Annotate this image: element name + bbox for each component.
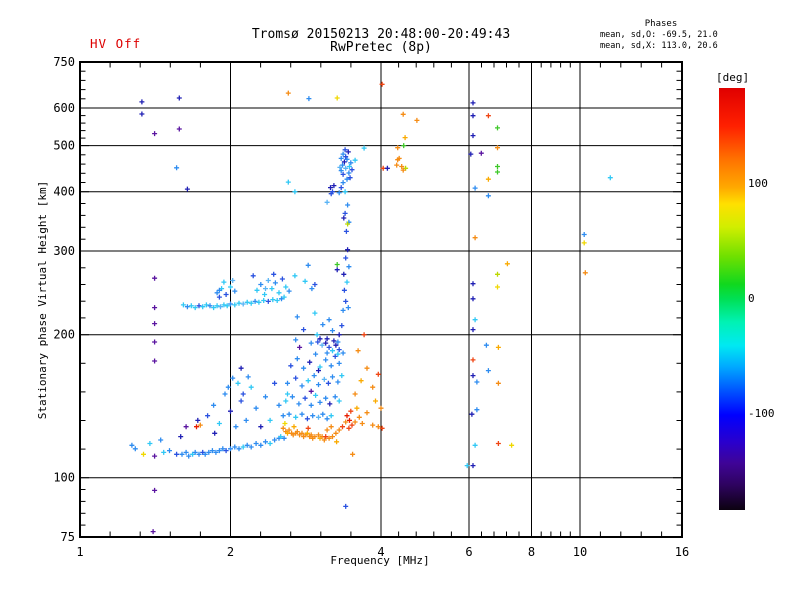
svg-text:16: 16 (675, 545, 689, 559)
svg-text:1: 1 (76, 545, 83, 559)
data-points (129, 81, 613, 535)
hv-off-label: HV Off (90, 36, 142, 51)
svg-text:8: 8 (528, 545, 535, 559)
colorbar-tick-label: 100 (748, 176, 768, 190)
svg-text:600: 600 (53, 101, 75, 115)
plot-subtitle: RwPretec (8p) (330, 40, 432, 55)
svg-text:2: 2 (227, 545, 234, 559)
svg-text:400: 400 (53, 185, 75, 199)
svg-text:100: 100 (53, 471, 75, 485)
x-axis-label: Frequency [MHz] (330, 554, 430, 567)
y-axis-label: Stationary phase Virtual Height [km] (36, 180, 49, 420)
svg-text:4: 4 (377, 545, 384, 559)
colorbar-tick-label: 0 (748, 292, 755, 305)
phases-mean-x: mean, sd,X: 113.0, 20.6 (600, 41, 718, 51)
gridlines (80, 62, 682, 537)
plot-frame (79, 61, 683, 538)
colorbar-gradient (719, 88, 745, 510)
svg-text:200: 200 (53, 328, 75, 342)
phases-annotation: Phases mean, sd,O: -69.5, 21.0 mean, sd,… (600, 19, 722, 52)
svg-text:10: 10 (573, 545, 587, 559)
colorbar-tick-label: -100 (748, 407, 775, 421)
svg-text:75: 75 (61, 530, 75, 544)
svg-text:6: 6 (465, 545, 472, 559)
colorbar-unit-label: [deg] (716, 71, 750, 84)
svg-text:750: 750 (53, 55, 75, 69)
phases-title: Phases (644, 19, 678, 29)
phases-mean-o: mean, sd,O: -69.5, 21.0 (600, 30, 718, 40)
svg-text:300: 300 (53, 244, 75, 258)
plot-title: Tromsø 20150213 20:48:00-20:49:43 (251, 27, 511, 42)
axis-tick-labels: 1 2 4 6 8 10 16 75 100 200 300 400 500 600 750 (53, 55, 689, 559)
svg-text:500: 500 (53, 139, 75, 153)
